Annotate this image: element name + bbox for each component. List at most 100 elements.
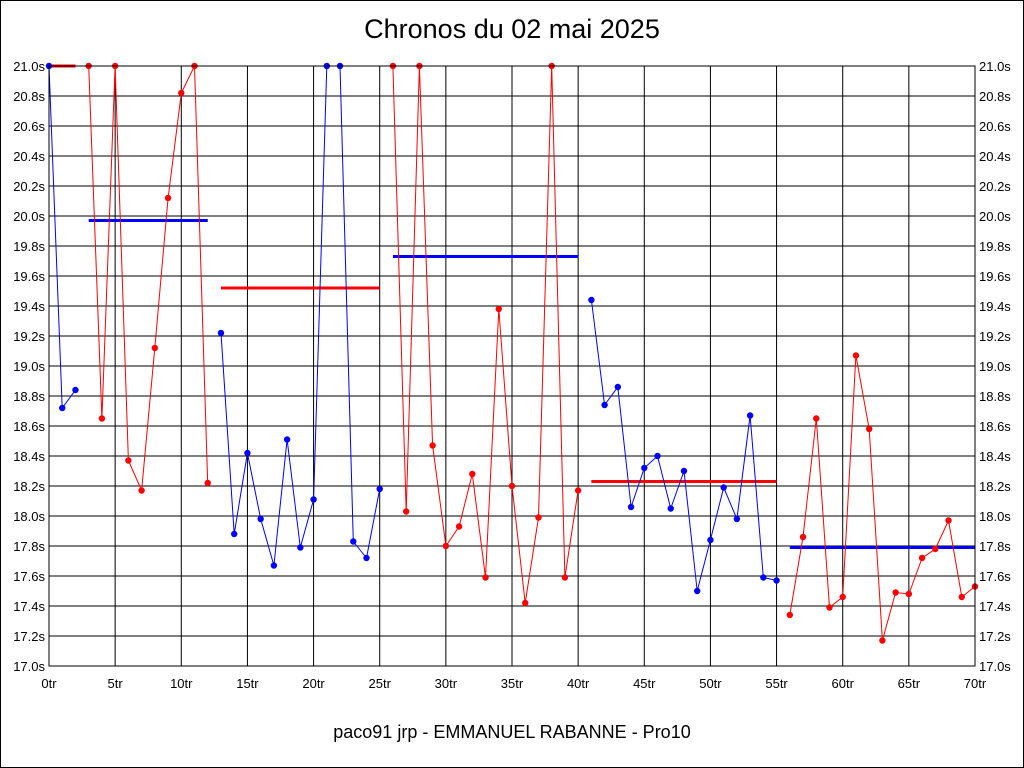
y-tick-label-left: 18.8s [13, 389, 45, 404]
data-point [641, 464, 648, 472]
data-point [694, 587, 701, 595]
data-point [614, 383, 622, 391]
x-tick-label: 10tr [170, 676, 193, 691]
data-point [164, 194, 172, 202]
plot-border [48, 65, 976, 667]
x-tick-label: 40tr [567, 676, 590, 691]
y-tick-label-right: 18.4s [979, 449, 1011, 464]
y-tick-label-right: 18.2s [979, 479, 1011, 494]
data-point [350, 538, 357, 545]
x-tick-label: 35tr [501, 676, 524, 691]
x-tick-label: 50tr [699, 676, 722, 691]
data-point [257, 515, 264, 523]
data-point [522, 599, 529, 607]
data-point [667, 505, 674, 512]
data-point [151, 344, 159, 352]
data-point [125, 457, 132, 464]
data-point [945, 517, 952, 524]
y-tick-label-right: 20.2s [979, 179, 1011, 194]
y-tick-label-left: 20.6s [13, 119, 45, 134]
data-point [879, 637, 886, 644]
data-point [905, 590, 913, 598]
data-point [59, 404, 66, 412]
data-point [746, 412, 754, 419]
data-point [469, 470, 476, 478]
grid-lines [48, 65, 976, 667]
chart-title: Chronos du 02 mai 2025 [364, 14, 660, 44]
data-point [720, 484, 727, 491]
y-tick-label-left: 17.4s [13, 599, 45, 614]
y-tick-label-left: 18.4s [13, 449, 45, 464]
x-tick-label: 55tr [765, 676, 788, 691]
data-point [654, 452, 661, 460]
y-tick-label-right: 18.8s [979, 389, 1011, 404]
y-tick-label-right: 17.0s [979, 659, 1011, 674]
x-tick-label: 65tr [898, 676, 921, 691]
data-point [283, 436, 291, 443]
series-line [48, 65, 76, 410]
x-tick-label: 45tr [633, 676, 656, 691]
data-point [363, 554, 370, 562]
data-point [839, 593, 846, 601]
y-tick-label-right: 17.4s [979, 599, 1011, 614]
y-tick-label-left: 17.0s [13, 659, 45, 674]
series-line [220, 65, 381, 566]
x-tick-label: 60tr [832, 676, 855, 691]
data-point [138, 487, 145, 494]
y-tick-label-right: 17.2s [979, 629, 1011, 644]
y-tick-label-right: 20.4s [979, 149, 1011, 164]
y-tick-label-right: 18.6s [979, 419, 1011, 434]
data-point [376, 485, 383, 493]
data-point [72, 386, 79, 394]
data-point [813, 415, 820, 422]
x-axis: 0tr 5tr 10tr 15tr 20tr 25tr 30tr 35tr 40tr 45tr 50… [41, 676, 986, 691]
y-tick-label-left: 21.0s [13, 59, 45, 74]
data-point [98, 415, 106, 422]
data-point [429, 442, 436, 449]
data-point [773, 577, 780, 584]
data-point [204, 479, 211, 487]
data-point [826, 604, 833, 611]
y-tick-label-right: 21.0s [979, 59, 1011, 74]
y-axis-left: 17.0s 17.2s 17.4s 17.6s 17.8s 18.0s 18.2s 18.4s… [13, 59, 45, 674]
chart-footer: paco91 jrp - EMMANUEL RABANNE - Pro10 [333, 722, 691, 742]
series-line [789, 355, 976, 641]
y-tick-label-left: 18.6s [13, 419, 45, 434]
y-tick-label-left: 19.2s [13, 329, 45, 344]
data-point [442, 542, 450, 550]
data-point [918, 554, 926, 562]
x-tick-label: 5tr [108, 676, 124, 691]
y-axis-right: 17.0s 17.2s 17.4s 17.6s 17.8s 18.0s 18.2s 18.4s… [979, 59, 1011, 674]
data-point [733, 515, 741, 523]
data-point [958, 593, 965, 601]
y-tick-label-left: 17.8s [13, 539, 45, 554]
y-tick-label-right: 17.8s [979, 539, 1011, 554]
data-point [707, 536, 714, 544]
data-point [932, 545, 939, 553]
data-point [310, 496, 317, 503]
series-line [590, 299, 777, 592]
y-tick-label-right: 19.0s [979, 359, 1011, 374]
y-tick-label-left: 17.6s [13, 569, 45, 584]
data-point [244, 449, 251, 457]
data-point [799, 533, 807, 541]
data-point [627, 503, 635, 511]
y-tick-label-right: 20.6s [979, 119, 1011, 134]
x-tick-label: 0tr [41, 676, 57, 691]
data-point [231, 530, 238, 538]
data-point [508, 482, 516, 490]
data-point [892, 589, 899, 596]
series-points [45, 62, 979, 644]
y-tick-label-left: 19.6s [13, 269, 45, 284]
data-point [865, 425, 873, 433]
y-tick-label-left: 20.4s [13, 149, 45, 164]
data-point [482, 574, 489, 581]
y-tick-label-left: 18.0s [13, 509, 45, 524]
y-tick-label-left: 20.0s [13, 209, 45, 224]
y-tick-label-left: 17.2s [13, 629, 45, 644]
data-point [178, 89, 185, 97]
y-tick-label-left: 19.0s [13, 359, 45, 374]
data-point [535, 514, 542, 521]
y-tick-label-left: 19.8s [13, 239, 45, 254]
data-point [455, 523, 463, 530]
